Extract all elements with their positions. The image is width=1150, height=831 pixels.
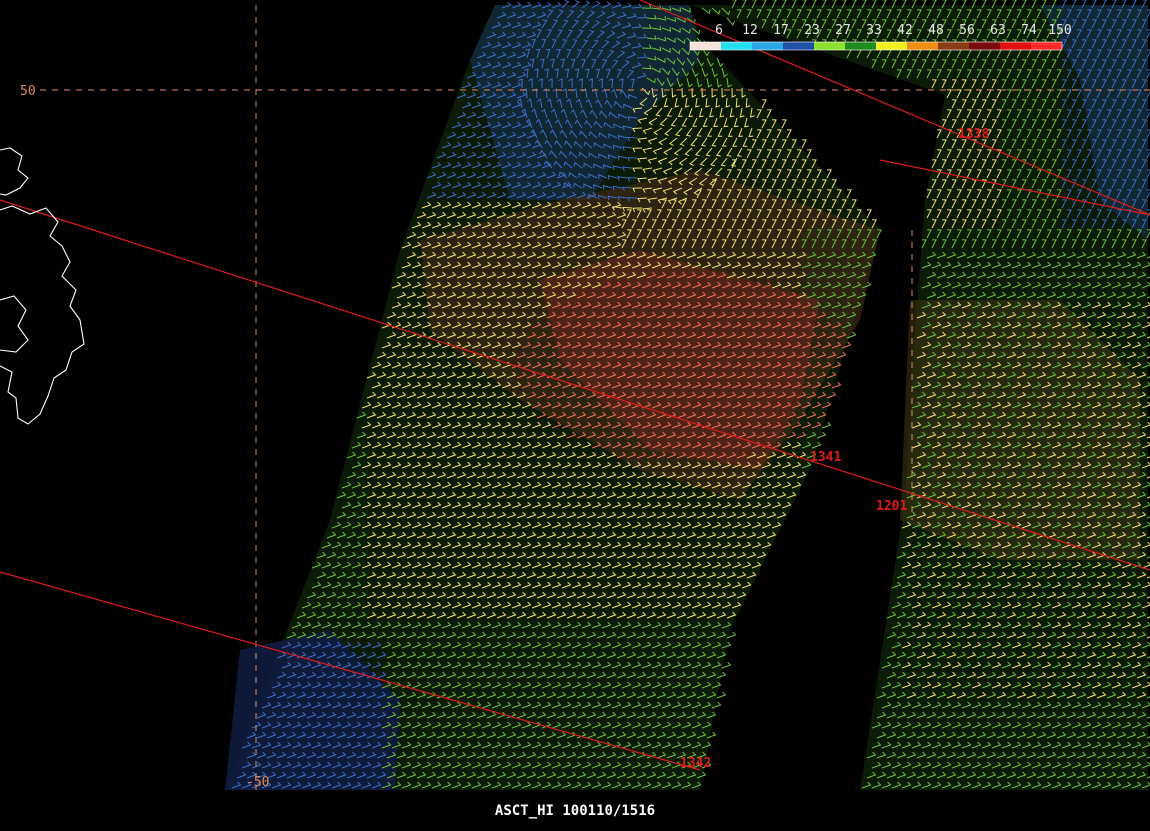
- pass-time-label: 1201: [876, 499, 907, 514]
- product-footer-label: ASCT_HI 100110/1516: [495, 803, 655, 819]
- wind-barbs: [231, 0, 1150, 789]
- pass-time-label: 1338: [958, 127, 989, 142]
- legend-swatch: [721, 42, 752, 50]
- orbit-track-upper: [0, 199, 1150, 571]
- legend-label: 23: [804, 23, 820, 38]
- legend-label: 12: [742, 23, 758, 38]
- orbit-track-east: [879, 159, 1150, 216]
- longitude-label: -50: [246, 775, 269, 790]
- legend-label: 74: [1021, 23, 1037, 38]
- coastline: [0, 147, 85, 425]
- satellite-orbit-tracks: [0, 0, 1150, 771]
- legend-swatch: [814, 42, 845, 50]
- legend-label: 17: [773, 23, 789, 38]
- legend-label: 42: [897, 23, 913, 38]
- legend-label: 27: [835, 23, 851, 38]
- legend-swatch: [690, 42, 721, 50]
- latitude-label: 50: [20, 84, 36, 99]
- lat-lon-grid: [40, 5, 1150, 790]
- legend-swatch: [876, 42, 907, 50]
- legend-label: 150: [1048, 23, 1071, 38]
- legend-label: 63: [990, 23, 1006, 38]
- legend-swatch: [969, 42, 1000, 50]
- legend-label: 6: [715, 23, 723, 38]
- pass-time-label: 1341: [810, 450, 841, 465]
- legend-label: 48: [928, 23, 944, 38]
- wind-barb-field: [231, 0, 1150, 789]
- legend-label: 33: [866, 23, 882, 38]
- legend-swatch: [845, 42, 876, 50]
- orbit-track-lower: [0, 571, 701, 771]
- legend-frame: [689, 41, 1063, 51]
- wind-speed-legend: 6 12 17 23 27 33 42 48 56 63 74 150: [689, 23, 1072, 51]
- wind-barb-field: [286, 0, 1150, 789]
- wind-barb-field: [511, 271, 852, 459]
- wind-barb-field: [361, 79, 1150, 699]
- legend-swatch: [1031, 42, 1062, 50]
- legend-label: 56: [959, 23, 975, 38]
- legend-swatch: [752, 42, 783, 50]
- legend-swatch: [907, 42, 938, 50]
- orbit-track-top: [639, 0, 1150, 216]
- legend-swatch: [1000, 42, 1031, 50]
- legend-swatch: [783, 42, 814, 50]
- legend-swatch: [938, 42, 969, 50]
- pass-time-label: 1342: [680, 756, 711, 771]
